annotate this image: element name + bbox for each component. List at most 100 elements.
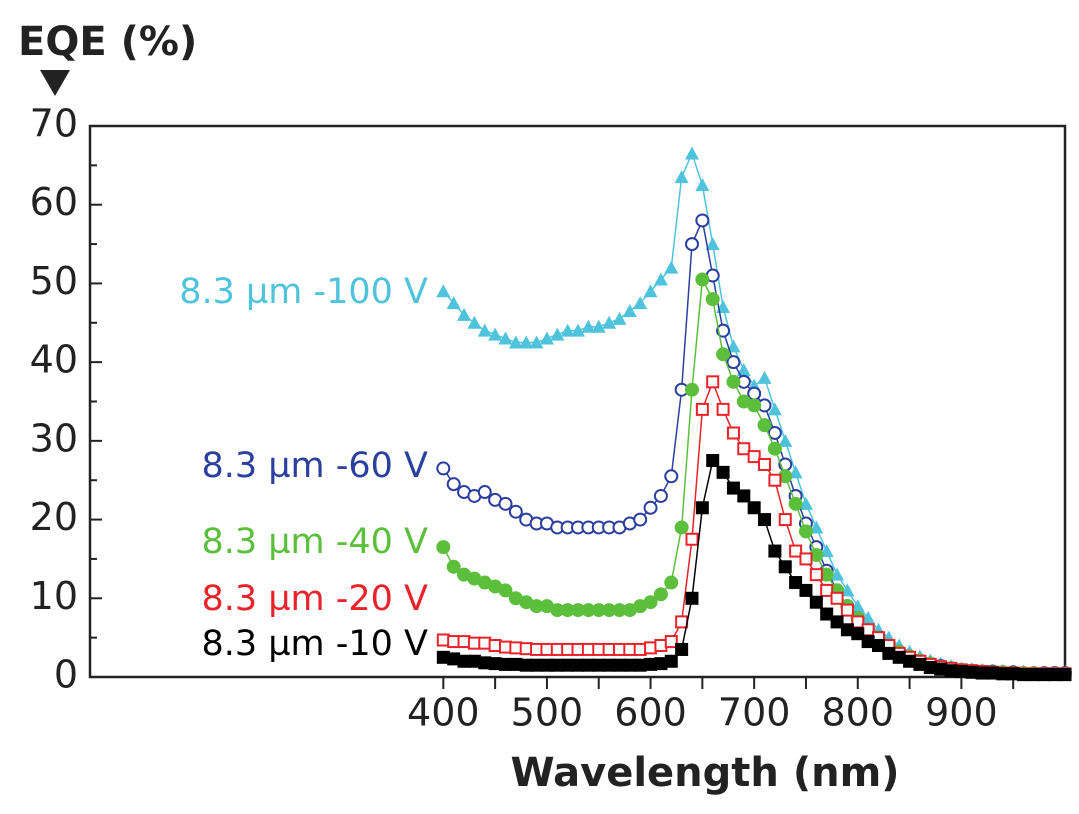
marker (446, 559, 461, 574)
marker (467, 315, 482, 329)
marker (809, 568, 823, 582)
y-tick-label: 20 (30, 495, 78, 539)
marker (508, 335, 523, 349)
series-line (442, 151, 1065, 674)
marker (488, 639, 502, 653)
series-label: 8.3 µm -20 V (201, 579, 428, 619)
marker (654, 657, 668, 671)
series-label: 8.3 µm -10 V (201, 624, 428, 664)
marker (457, 635, 471, 649)
marker (457, 654, 471, 668)
marker (529, 335, 544, 349)
marker (789, 544, 803, 558)
marker (571, 642, 585, 656)
marker (674, 170, 689, 184)
marker (436, 284, 451, 298)
marker (612, 658, 626, 672)
marker (633, 296, 648, 310)
series-label: 8.3 µm -60 V (201, 446, 428, 486)
y-axis-title: EQE (%) (18, 19, 197, 65)
marker (623, 658, 637, 672)
marker (705, 292, 720, 307)
marker (561, 658, 575, 672)
marker (789, 576, 803, 590)
marker (477, 485, 492, 500)
y-tick-label: 0 (54, 653, 78, 697)
x-tick-label: 600 (614, 691, 687, 735)
marker (1058, 668, 1072, 682)
marker (1006, 667, 1020, 681)
marker (830, 567, 845, 581)
marker (581, 319, 596, 333)
marker (664, 635, 678, 649)
marker (633, 512, 648, 527)
marker (695, 213, 710, 228)
marker (623, 642, 637, 656)
marker (519, 658, 533, 672)
marker (509, 641, 523, 655)
marker (477, 323, 492, 337)
marker (996, 667, 1010, 681)
marker (447, 652, 461, 666)
marker (685, 532, 699, 546)
marker (726, 426, 740, 440)
x-tick-label: 400 (407, 691, 480, 735)
marker (768, 544, 782, 558)
marker (447, 635, 461, 649)
marker (798, 496, 813, 510)
marker (436, 650, 450, 664)
marker (798, 524, 813, 539)
marker (726, 481, 740, 495)
marker (1027, 668, 1041, 682)
marker (758, 513, 772, 527)
marker (436, 461, 451, 476)
marker (1048, 668, 1062, 682)
marker (633, 658, 647, 672)
marker (820, 583, 834, 597)
marker (436, 633, 450, 647)
marker (446, 477, 461, 492)
marker (716, 465, 730, 479)
marker (478, 656, 492, 670)
marker (695, 178, 710, 192)
marker (861, 635, 875, 649)
marker (737, 442, 751, 456)
series-label: 8.3 µm -40 V (201, 522, 428, 562)
marker (705, 237, 720, 251)
marker (965, 665, 979, 679)
marker (1017, 668, 1031, 682)
marker (643, 595, 658, 610)
marker (747, 386, 762, 401)
marker (644, 657, 658, 671)
marker (622, 303, 637, 317)
marker (778, 560, 792, 574)
marker (571, 658, 585, 672)
marker (767, 402, 782, 416)
marker (882, 646, 896, 660)
marker (550, 642, 564, 656)
marker (436, 540, 451, 555)
marker (892, 650, 906, 664)
marker (851, 627, 865, 641)
marker (695, 501, 709, 515)
marker (592, 642, 606, 656)
marker (478, 636, 492, 650)
marker (913, 657, 927, 671)
marker (840, 603, 854, 617)
marker (653, 587, 668, 602)
y-tick-label: 70 (30, 102, 78, 146)
marker (861, 610, 876, 624)
marker (716, 402, 730, 416)
marker (602, 658, 616, 672)
marker (498, 583, 513, 598)
marker (706, 454, 720, 468)
marker (561, 642, 575, 656)
y-tick-label: 60 (30, 180, 78, 224)
marker (664, 654, 678, 668)
series-line (443, 458, 1065, 676)
marker (664, 260, 679, 274)
marker (684, 382, 699, 397)
marker (726, 355, 741, 370)
marker (581, 658, 595, 672)
marker (768, 473, 782, 487)
